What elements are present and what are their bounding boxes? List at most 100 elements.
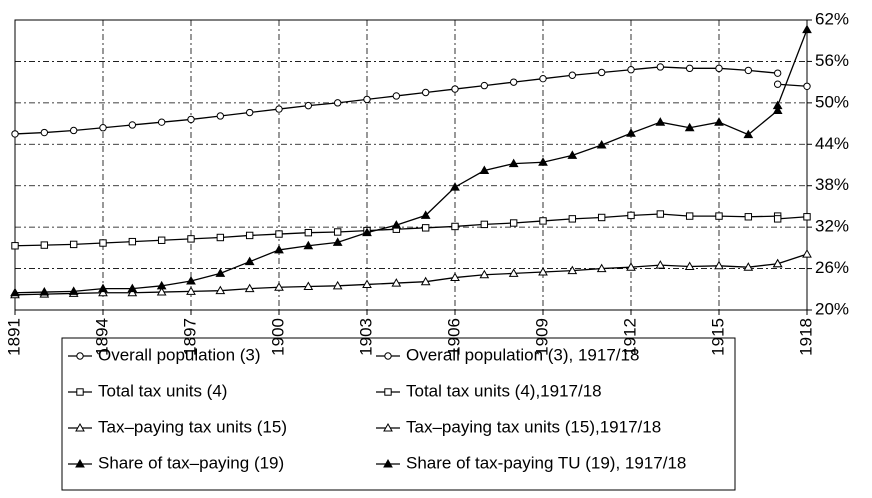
data-point	[803, 213, 811, 221]
data-point	[98, 287, 108, 297]
data-point	[11, 242, 19, 250]
data-point	[333, 228, 342, 236]
data-point	[391, 220, 402, 229]
data-point	[99, 124, 107, 132]
data-point	[363, 95, 371, 104]
data-point	[450, 272, 460, 282]
data-point	[332, 280, 343, 290]
x-tick-label: 1915	[708, 318, 727, 356]
data-point	[567, 265, 578, 275]
legend-marker	[75, 422, 85, 432]
data-point	[40, 128, 49, 137]
legend-marker	[383, 422, 393, 432]
data-point	[216, 112, 225, 120]
data-point	[480, 220, 489, 229]
y-tick-label: 62%	[815, 9, 849, 28]
data-point	[539, 74, 547, 83]
data-point	[772, 105, 783, 114]
data-point	[538, 157, 548, 166]
y-tick-label: 20%	[815, 299, 849, 318]
data-point	[538, 267, 548, 276]
data-point	[362, 279, 372, 288]
data-point	[215, 268, 226, 277]
data-point	[333, 99, 342, 107]
x-tick-label: 1903	[356, 318, 375, 356]
data-point	[773, 69, 782, 77]
x-tick-label: 1909	[532, 318, 551, 356]
data-point	[597, 68, 606, 77]
legend-label: Share of tax-paying TU (19), 1917/18	[406, 453, 686, 472]
data-point	[128, 121, 137, 129]
data-point	[274, 244, 284, 254]
data-point	[802, 24, 812, 34]
data-point	[68, 286, 79, 295]
y-tick-label: 44%	[815, 134, 849, 153]
data-point	[509, 78, 518, 86]
x-tick-label: 1897	[180, 318, 199, 356]
data-point	[744, 66, 753, 75]
data-point	[275, 105, 283, 113]
x-tick-label: 1906	[444, 318, 463, 356]
data-point	[303, 281, 314, 291]
data-point	[421, 88, 430, 97]
legend-marker	[383, 458, 393, 468]
data-point	[245, 108, 254, 117]
data-point	[715, 212, 723, 220]
series-line	[777, 216, 808, 220]
data-point	[744, 213, 753, 221]
data-point	[304, 101, 313, 110]
data-point	[714, 260, 724, 270]
legend-label: Overall population (3), 1917/18	[406, 345, 639, 364]
data-point	[451, 222, 459, 231]
data-point	[684, 261, 695, 270]
data-point	[655, 117, 666, 126]
data-point	[772, 100, 783, 110]
legend-label: Share of tax–paying (19)	[98, 453, 284, 472]
y-tick-label: 50%	[815, 92, 849, 111]
data-point	[244, 256, 255, 266]
data-point	[39, 287, 50, 296]
legend-label: Overall population (3)	[98, 345, 261, 364]
y-tick-label: 32%	[815, 217, 849, 236]
data-point	[684, 122, 695, 132]
x-tick-label: 1912	[620, 318, 639, 356]
data-point	[773, 215, 782, 223]
data-point	[508, 158, 519, 168]
data-point	[275, 230, 283, 238]
data-point	[685, 64, 694, 73]
x-tick-label: 1891	[4, 318, 23, 356]
legend-marker	[384, 388, 392, 396]
data-point	[656, 210, 665, 218]
data-point	[420, 276, 431, 286]
data-point	[187, 235, 195, 243]
y-tick-label: 56%	[815, 51, 849, 70]
data-point	[69, 126, 78, 135]
data-point	[420, 210, 431, 219]
data-point	[157, 118, 166, 126]
y-tick-label: 38%	[815, 175, 849, 194]
data-point	[627, 211, 635, 220]
data-point	[772, 258, 783, 268]
legend-marker	[76, 352, 84, 360]
data-point	[627, 66, 635, 74]
data-point	[215, 285, 226, 295]
data-point	[362, 227, 372, 237]
data-point	[304, 228, 313, 237]
data-point	[186, 286, 196, 295]
legend-label: Tax–paying tax units (15)	[98, 417, 287, 436]
x-tick-label: 1918	[796, 318, 815, 356]
data-point	[656, 63, 665, 71]
x-tick-label: 1900	[268, 318, 287, 356]
legend-marker	[75, 458, 85, 468]
data-point	[596, 139, 607, 149]
data-point	[539, 217, 547, 225]
data-point	[802, 249, 812, 258]
data-point	[626, 128, 636, 137]
data-point	[479, 269, 490, 279]
data-point	[803, 82, 811, 90]
data-point	[743, 129, 754, 139]
plot-frame	[14, 19, 808, 311]
data-point	[127, 287, 138, 297]
